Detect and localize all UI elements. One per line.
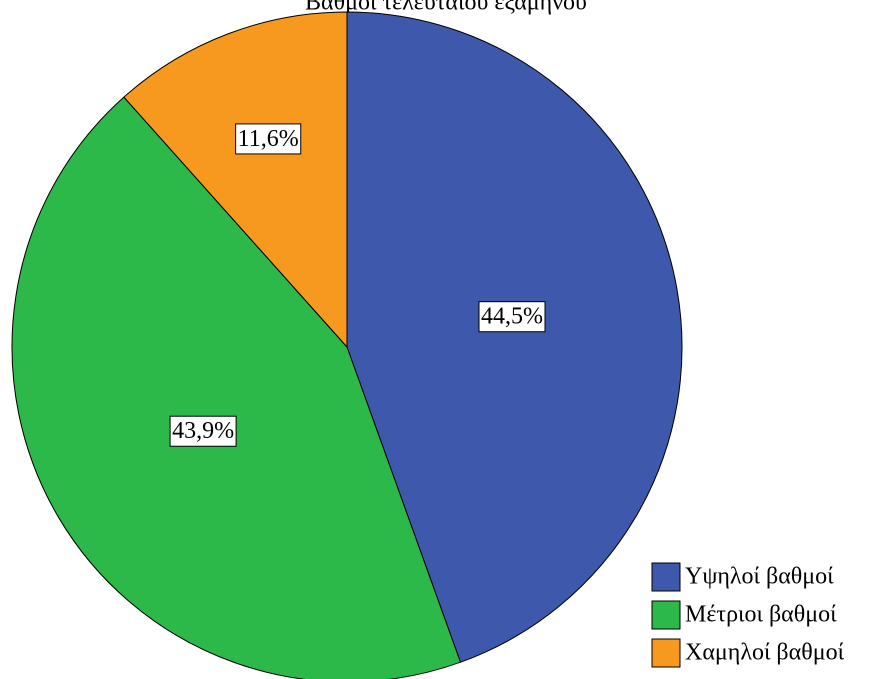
data-label-box: [235, 123, 302, 155]
pie-slice: [11, 96, 462, 679]
data-label: 11,6%: [238, 126, 299, 152]
legend-label: Χαμηλοί βαθμοί: [685, 640, 845, 666]
data-label: 44,5%: [481, 304, 543, 330]
legend-label: Μέτριοι βαθμοί: [685, 602, 837, 628]
data-label-box: [169, 415, 237, 447]
data-label: 43,9%: [172, 418, 234, 444]
legend-swatch: [651, 562, 681, 592]
legend-label: Υψηλοί βαθμοί: [685, 564, 834, 590]
data-label-box: [478, 301, 546, 333]
chart-title: Βαθμοί τελευταίου εξαμήνου: [305, 0, 587, 16]
pie-slice: [346, 11, 683, 663]
pie-slice: [123, 11, 348, 349]
legend-swatch: [651, 600, 681, 630]
legend-swatch: [651, 638, 681, 668]
